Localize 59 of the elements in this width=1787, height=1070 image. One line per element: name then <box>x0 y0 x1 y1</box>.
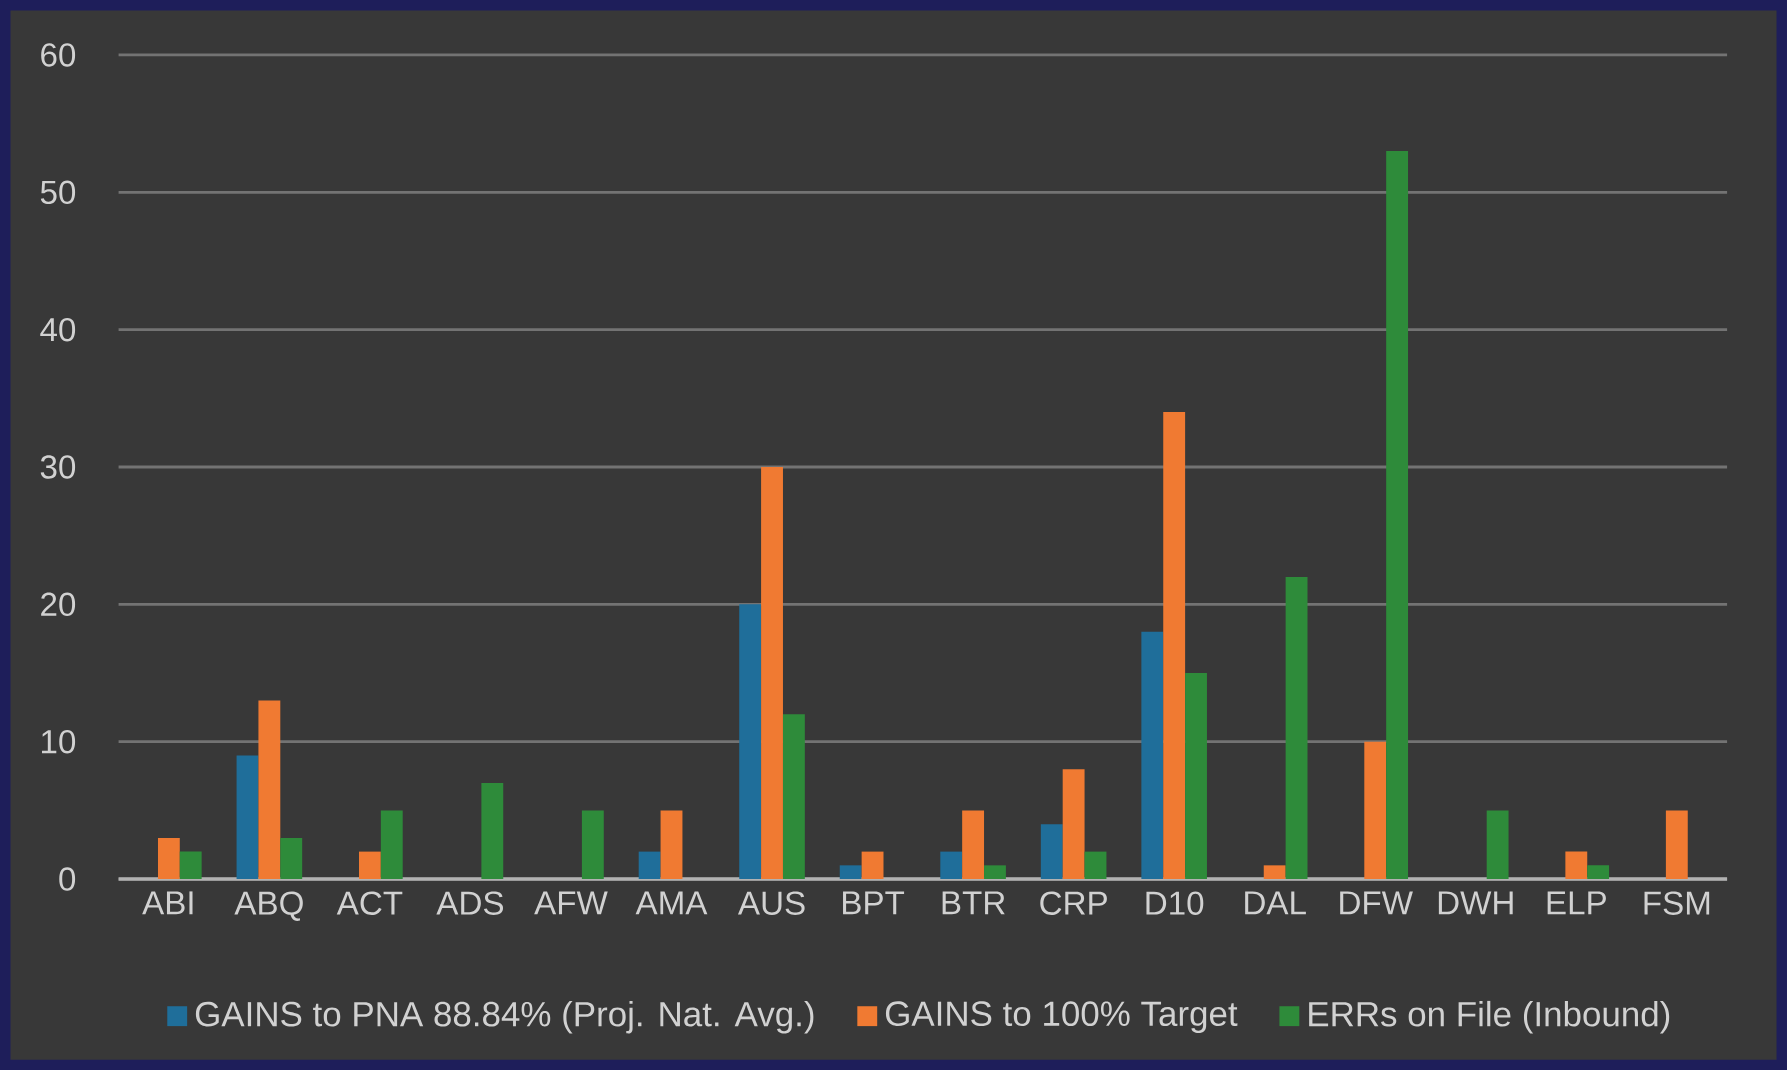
bar <box>1665 810 1688 879</box>
bar <box>861 851 884 879</box>
bar <box>1185 672 1207 879</box>
bar <box>157 837 180 879</box>
y-tick-label: 60 <box>41 43 76 67</box>
bar <box>761 466 783 879</box>
bar <box>660 810 683 879</box>
bar <box>1040 824 1063 879</box>
bar <box>1285 576 1308 879</box>
legend-label: GAINS to PNA 88.84% (Proj. Nat. Avg.) <box>195 1000 814 1034</box>
legend-label: ERRs on File (Inbound) <box>1309 1000 1670 1034</box>
x-tick-label: DWH <box>1438 891 1513 915</box>
x-tick-label: ABI <box>142 891 193 915</box>
bar <box>1084 851 1107 879</box>
y-tick-label: 10 <box>42 729 76 754</box>
bar <box>358 851 381 879</box>
bar <box>1565 851 1588 879</box>
bar <box>962 810 985 879</box>
bar <box>380 810 403 879</box>
bar <box>280 837 303 879</box>
x-tick-label: DFW <box>1340 891 1413 915</box>
y-tick-label: 20 <box>41 592 76 617</box>
bar <box>940 851 963 879</box>
bar <box>1386 151 1409 879</box>
bar <box>839 865 862 879</box>
y-tick-label: 40 <box>40 317 76 342</box>
x-tick-label: FSM <box>1644 891 1710 915</box>
x-tick-label: DAL <box>1245 891 1306 915</box>
y-tick-label: 50 <box>40 180 76 204</box>
bar <box>1163 411 1186 879</box>
x-tick-label: CRP <box>1040 891 1107 915</box>
x-tick-label: ADS <box>436 891 504 915</box>
bar <box>236 755 259 879</box>
x-tick-label: BPT <box>843 891 905 915</box>
x-tick-label: ACT <box>336 891 403 915</box>
y-tick-label: 30 <box>40 455 76 479</box>
bar <box>1587 865 1610 879</box>
bar <box>1263 865 1286 879</box>
legend-label: GAINS to 100% Target <box>885 1001 1238 1033</box>
bar <box>1486 810 1509 879</box>
bar <box>1062 769 1085 879</box>
x-tick-label: D10 <box>1146 891 1204 915</box>
x-tick-label: AMA <box>635 891 708 915</box>
bar <box>739 604 762 879</box>
bar <box>984 865 1006 879</box>
x-tick-label: AFW <box>534 891 608 915</box>
bar <box>258 700 281 879</box>
bar <box>581 810 604 879</box>
bar <box>782 714 805 879</box>
x-tick-label: ELP <box>1547 891 1606 915</box>
x-tick-label: AUS <box>737 891 805 915</box>
bar <box>179 851 202 879</box>
x-tick-label: BTR <box>942 891 1005 915</box>
y-tick-label: 0 <box>59 867 76 891</box>
x-tick-label: ABQ <box>234 891 303 921</box>
bar <box>638 851 661 879</box>
bar <box>1141 631 1164 879</box>
bar <box>1364 741 1387 879</box>
bar <box>481 782 504 879</box>
